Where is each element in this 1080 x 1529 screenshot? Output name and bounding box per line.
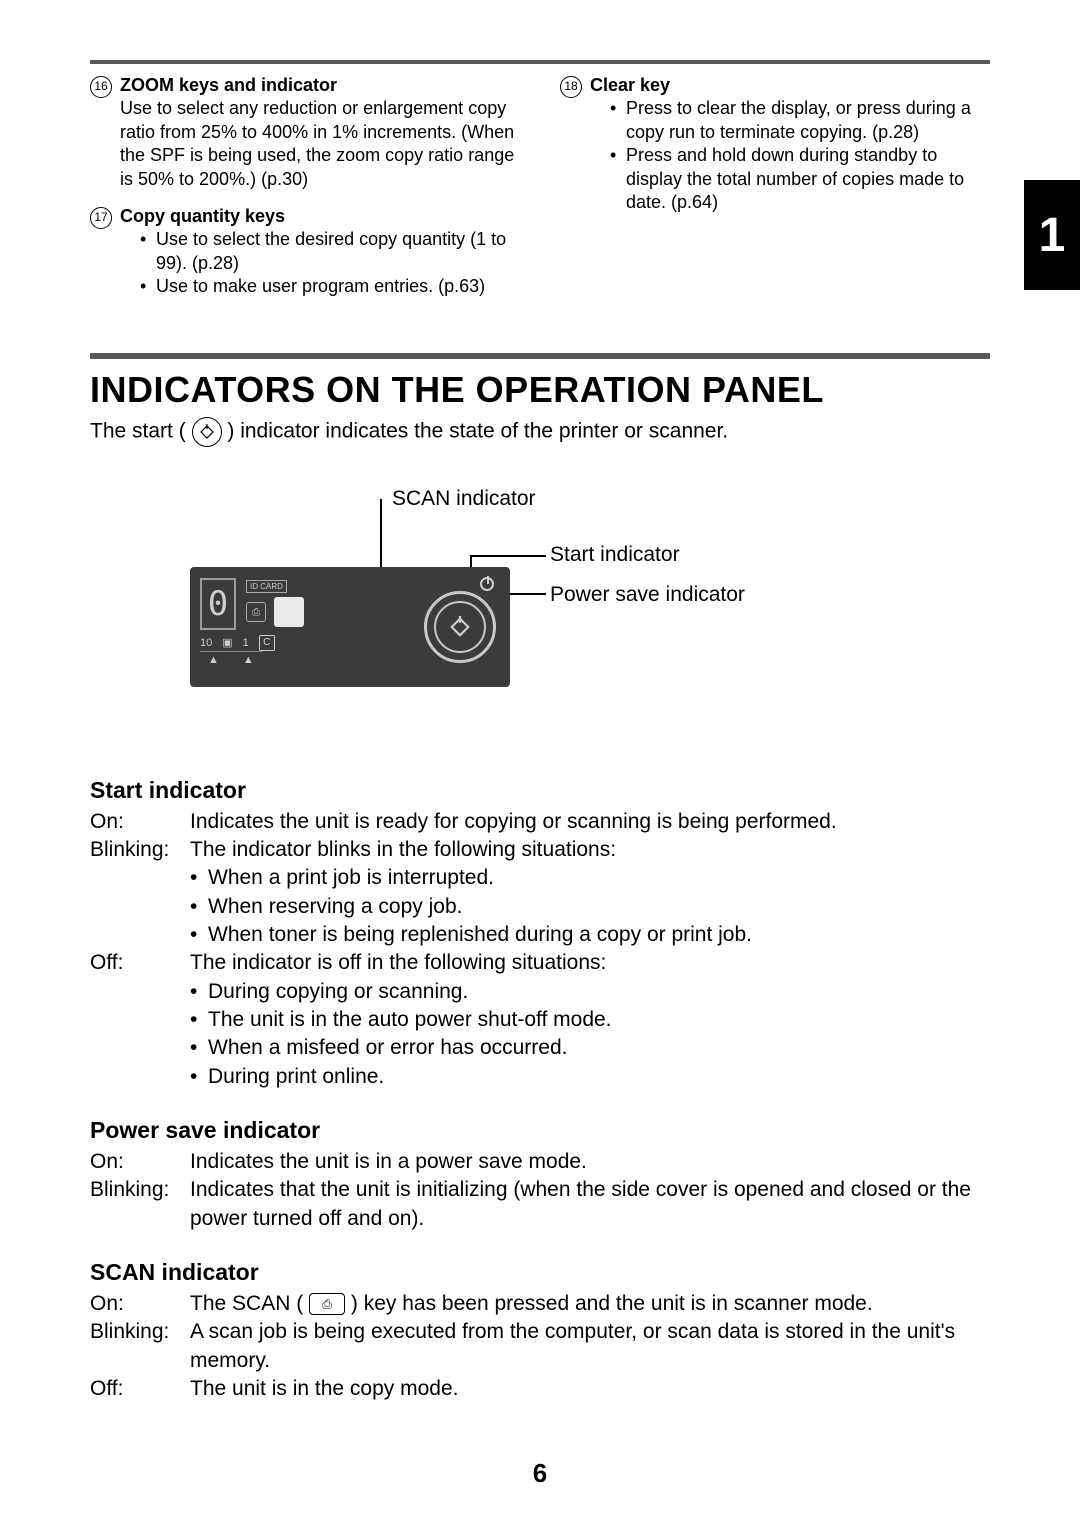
line-start-h — [470, 555, 546, 557]
start-blink-text: The indicator blinks in the following si… — [190, 838, 616, 861]
start-off-text: The indicator is off in the following si… — [190, 951, 606, 974]
square-button — [274, 597, 304, 627]
start-off-b3: When a misfeed or error has occurred. — [190, 1034, 990, 1062]
item-number-17: 17 — [90, 207, 112, 229]
power-save-title: Power save indicator — [90, 1117, 990, 1144]
start-on-text: Indicates the unit is ready for copying … — [190, 808, 990, 836]
item-number-16: 16 — [90, 76, 112, 98]
divider-section — [90, 353, 990, 359]
idcard-label: ID CARD — [246, 580, 287, 593]
column-right: 18 Clear key Press to clear the display,… — [560, 74, 990, 313]
clear-bullets: Press to clear the display, or press dur… — [590, 97, 990, 214]
scan-off-text: The unit is in the copy mode. — [190, 1375, 990, 1403]
clear-bullet-2: Press and hold down during standby to di… — [610, 144, 990, 214]
top-columns: 16 ZOOM keys and indicator Use to select… — [90, 74, 990, 313]
clear-bullet-1: Press to clear the display, or press dur… — [610, 97, 990, 144]
callout-power: Power save indicator — [550, 583, 745, 607]
item-title-clear: Clear key — [590, 75, 670, 95]
start-blink-b3: When toner is being replenished during a… — [190, 921, 990, 949]
intro-post: ) indicator indicates the state of the p… — [227, 419, 728, 442]
power-blink-text: Indicates that the unit is initializing … — [190, 1176, 990, 1233]
arrow-up-2: ▲ — [243, 654, 254, 666]
scan-on-pre: The SCAN ( — [190, 1292, 309, 1315]
c-badge: C — [259, 635, 275, 651]
item-zoom: 16 ZOOM keys and indicator Use to select… — [90, 74, 520, 191]
copyqty-bullets: Use to select the desired copy quantity … — [120, 228, 520, 298]
operation-panel: 0 ID CARD ⎙ 10 ▣ 1 C ▲ — [190, 567, 510, 687]
callout-start: Start indicator — [550, 543, 680, 567]
start-blink-label: Blinking: — [90, 836, 190, 949]
scan-key-icon: ⎙ — [246, 602, 266, 622]
section-heading: INDICATORS ON THE OPERATION PANEL — [90, 369, 990, 411]
start-blink-b2: When reserving a copy job. — [190, 893, 990, 921]
scan-indicator-title: SCAN indicator — [90, 1259, 990, 1286]
start-off-label: Off: — [90, 949, 190, 1091]
start-off-b2: The unit is in the auto power shut-off m… — [190, 1006, 990, 1034]
start-button-inner — [434, 601, 486, 653]
start-button-ring — [424, 591, 496, 663]
start-on-label: On: — [90, 808, 190, 836]
label-1: 1 — [243, 637, 249, 649]
scan-on-label: On: — [90, 1290, 190, 1318]
section-intro: The start ( ) indicator indicates the st… — [90, 417, 990, 447]
item-title-copyqty: Copy quantity keys — [120, 206, 285, 226]
start-blink-b1: When a print job is interrupted. — [190, 864, 990, 892]
item-number-18: 18 — [560, 76, 582, 98]
divider-top — [90, 60, 990, 64]
scan-on-post: ) key has been pressed and the unit is i… — [351, 1292, 873, 1315]
start-off-b4: During print online. — [190, 1063, 990, 1091]
panel-diagram: SCAN indicator Start indicator Power sav… — [90, 487, 990, 747]
copyqty-bullet-1: Use to select the desired copy quantity … — [140, 228, 520, 275]
item-desc-zoom: Use to select any reduction or enlargeme… — [120, 98, 514, 188]
item-title-zoom: ZOOM keys and indicator — [120, 75, 337, 95]
power-on-label: On: — [90, 1148, 190, 1176]
scan-blink-text: A scan job is being executed from the co… — [190, 1318, 990, 1375]
start-off-b1: During copying or scanning. — [190, 978, 990, 1006]
intro-pre: The start ( — [90, 419, 192, 442]
scan-off-label: Off: — [90, 1375, 190, 1403]
page-content: 16 ZOOM keys and indicator Use to select… — [0, 0, 1080, 1443]
copies-icon: ▣ — [222, 636, 232, 649]
copyqty-bullet-2: Use to make user program entries. (p.63) — [140, 275, 520, 298]
seven-segment: 0 — [200, 578, 236, 630]
scan-key-inline-icon: ⎙ — [309, 1293, 345, 1315]
arrow-up-1: ▲ — [208, 654, 219, 666]
start-indicator-title: Start indicator — [90, 777, 990, 804]
scan-blink-label: Blinking: — [90, 1318, 190, 1375]
label-10: 10 — [200, 637, 212, 649]
power-on-text: Indicates the unit is in a power save mo… — [190, 1148, 990, 1176]
item-copyqty: 17 Copy quantity keys Use to select the … — [90, 205, 520, 299]
column-left: 16 ZOOM keys and indicator Use to select… — [90, 74, 520, 313]
callout-scan: SCAN indicator — [392, 487, 536, 511]
item-clear: 18 Clear key Press to clear the display,… — [560, 74, 990, 214]
page-number: 6 — [0, 1458, 1080, 1489]
power-blink-label: Blinking: — [90, 1176, 190, 1233]
power-save-led — [480, 577, 494, 591]
start-icon — [192, 417, 222, 447]
